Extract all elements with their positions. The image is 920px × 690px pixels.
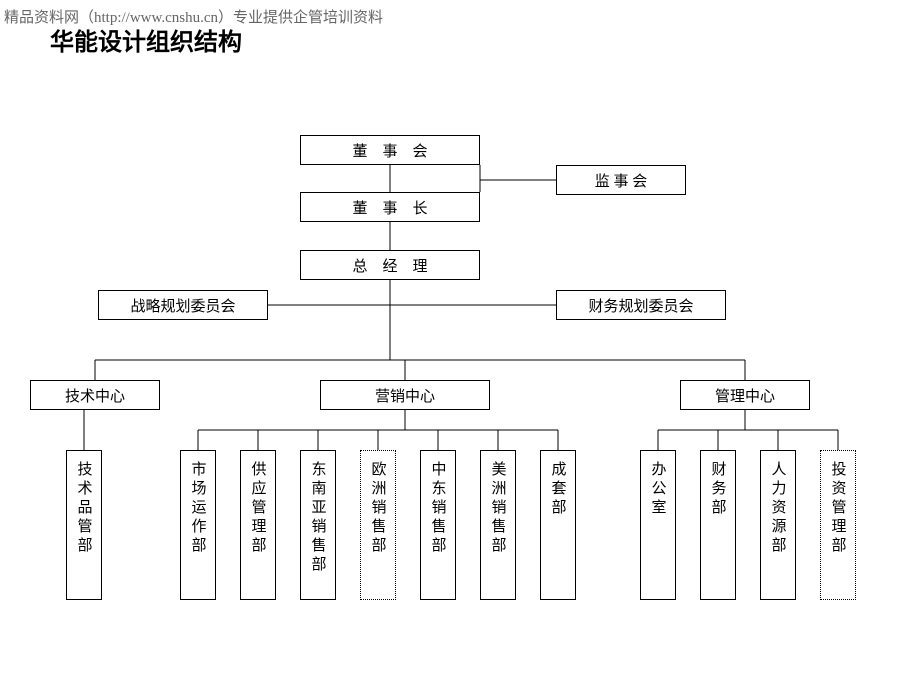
node-invest: 投资管理部 [820,450,856,600]
node-strategy: 战略规划委员会 [98,290,268,320]
node-board: 董 事 会 [300,135,480,165]
node-mgmt-center: 管理中心 [680,380,810,410]
node-tech-product: 技术品管部 [66,450,102,600]
node-america: 美洲销售部 [480,450,516,600]
node-supervisor: 监 事 会 [556,165,686,195]
node-supply: 供应管理部 [240,450,276,600]
node-marketing-center: 营销中心 [320,380,490,410]
node-hr: 人力资源部 [760,450,796,600]
node-complete: 成套部 [540,450,576,600]
node-tech-center: 技术中心 [30,380,160,410]
node-market-ops: 市场运作部 [180,450,216,600]
node-office: 办公室 [640,450,676,600]
node-gm: 总 经 理 [300,250,480,280]
node-chairman: 董 事 长 [300,192,480,222]
node-sea: 东南亚销售部 [300,450,336,600]
node-finance-dept: 财务部 [700,450,736,600]
node-finance-comm: 财务规划委员会 [556,290,726,320]
node-mideast: 中东销售部 [420,450,456,600]
node-europe: 欧洲销售部 [360,450,396,600]
